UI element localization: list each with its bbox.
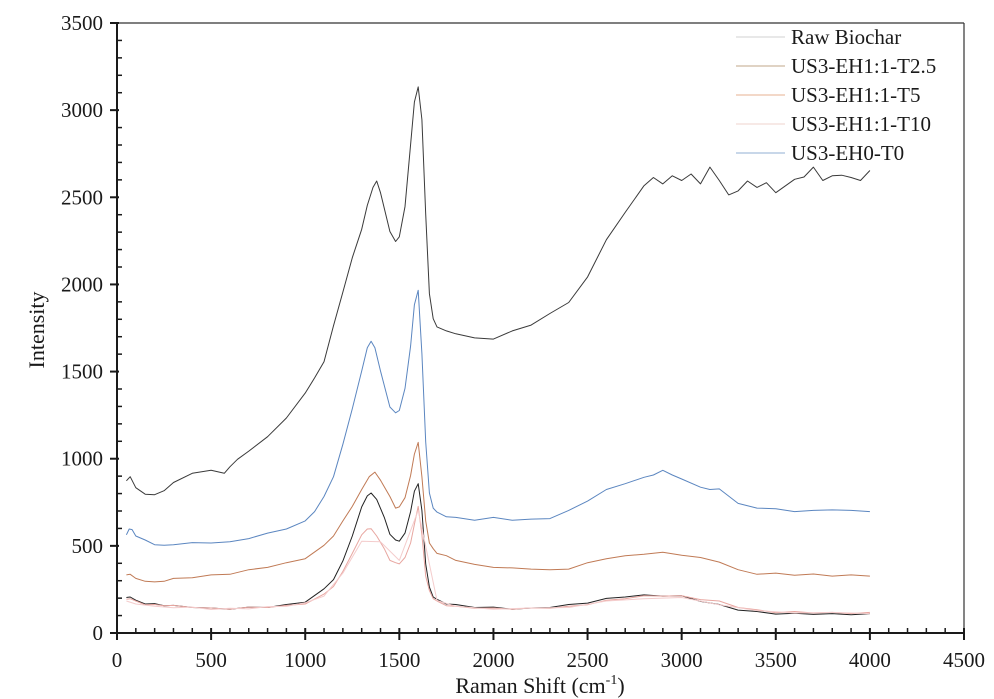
y-tick-label: 500 — [72, 534, 104, 558]
legend-label: US3-EH1:1-T5 — [791, 83, 921, 107]
y-tick-label: 0 — [93, 621, 104, 645]
legend-label: US3-EH1:1-T2.5 — [791, 54, 936, 78]
x-tick-label: 4500 — [943, 648, 985, 672]
series-line — [126, 86, 871, 496]
legend-label: US3-EH0-T0 — [791, 141, 904, 165]
series-line — [125, 289, 870, 546]
x-tick-label: 0 — [112, 648, 123, 672]
legend-item: US3-EH0-T0 — [736, 141, 904, 165]
y-tick-label: 2500 — [61, 185, 103, 209]
series-line — [126, 441, 870, 583]
legend-label: US3-EH1:1-T10 — [791, 112, 931, 136]
axes: 0 500 1000 1500 2000 2500 3000 3500 0 500 1000 1500… — [61, 11, 985, 672]
series-line — [126, 509, 870, 615]
legend-label: Raw Biochar — [791, 25, 901, 49]
legend-item: US3-EH1:1-T5 — [736, 83, 921, 107]
legend-item: US3-EH1:1-T2.5 — [736, 54, 936, 78]
legend-item: Raw Biochar — [736, 25, 901, 49]
x-tick-label: 2000 — [472, 648, 514, 672]
x-axis-title-main: Raman Shift (cm — [455, 673, 605, 698]
x-axis-title-close: ) — [617, 673, 624, 698]
series-layer — [125, 86, 871, 616]
x-tick-label: 1500 — [378, 648, 420, 672]
y-tick-label: 1000 — [61, 447, 103, 471]
series-line — [126, 483, 870, 616]
x-tick-label: 1000 — [284, 648, 326, 672]
y-tick-label: 2000 — [61, 272, 103, 296]
series-line — [126, 505, 870, 615]
y-tick-label: 3000 — [61, 98, 103, 122]
x-tick-label: 3000 — [661, 648, 703, 672]
legend: Raw Biochar US3-EH1:1-T2.5 US3-EH1:1-T5 US3… — [736, 25, 936, 165]
x-axis-title-sup: -1 — [606, 673, 618, 688]
x-tick-label: 3500 — [755, 648, 797, 672]
x-tick-label: 2500 — [567, 648, 609, 672]
legend-item: US3-EH1:1-T10 — [736, 112, 931, 136]
y-axis-title: Intensity — [24, 292, 49, 369]
x-tick-label: 500 — [195, 648, 227, 672]
y-tick-label: 3500 — [61, 11, 103, 35]
x-axis-title: Raman Shift (cm-1) — [455, 673, 624, 698]
y-tick-label: 1500 — [61, 360, 103, 384]
x-tick-label: 4000 — [849, 648, 891, 672]
